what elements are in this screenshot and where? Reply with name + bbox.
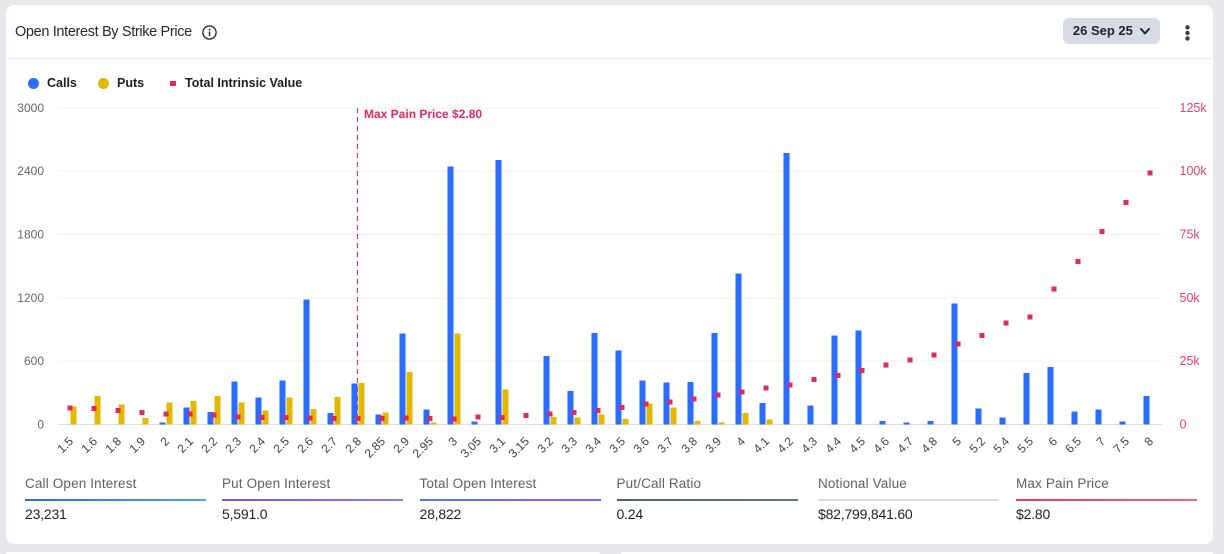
svg-text:3.7: 3.7 <box>654 434 676 456</box>
svg-text:4.3: 4.3 <box>798 434 820 456</box>
svg-text:4: 4 <box>733 434 748 449</box>
svg-text:3.9: 3.9 <box>702 434 724 456</box>
svg-text:2: 2 <box>157 434 172 449</box>
svg-text:4.2: 4.2 <box>774 434 796 456</box>
svg-text:2.3: 2.3 <box>222 434 244 456</box>
svg-text:3.8: 3.8 <box>678 434 700 456</box>
svg-text:4.8: 4.8 <box>918 434 940 456</box>
svg-text:0: 0 <box>1180 418 1187 432</box>
svg-text:125k: 125k <box>1180 101 1208 115</box>
svg-text:3: 3 <box>445 434 460 449</box>
svg-text:3.6: 3.6 <box>630 434 652 456</box>
svg-text:1200: 1200 <box>17 291 44 305</box>
svg-text:3.05: 3.05 <box>458 434 485 461</box>
svg-text:6: 6 <box>1045 434 1060 449</box>
svg-text:2.5: 2.5 <box>270 434 292 456</box>
svg-text:5.4: 5.4 <box>990 434 1012 456</box>
svg-text:2.9: 2.9 <box>390 434 412 456</box>
svg-text:1800: 1800 <box>17 228 44 242</box>
svg-text:7.5: 7.5 <box>1110 434 1132 456</box>
svg-text:4.5: 4.5 <box>846 434 868 456</box>
svg-text:2.6: 2.6 <box>294 434 316 456</box>
svg-text:6.5: 6.5 <box>1062 434 1084 456</box>
svg-text:25k: 25k <box>1180 354 1201 368</box>
svg-text:2.8: 2.8 <box>342 434 364 456</box>
svg-text:5: 5 <box>949 434 964 449</box>
svg-text:1.5: 1.5 <box>54 434 76 456</box>
svg-text:4.4: 4.4 <box>822 434 844 456</box>
svg-text:3.3: 3.3 <box>558 434 580 456</box>
svg-text:7: 7 <box>1093 434 1108 449</box>
svg-text:2.85: 2.85 <box>362 434 389 461</box>
svg-text:2400: 2400 <box>17 164 44 178</box>
svg-text:1.8: 1.8 <box>102 434 124 456</box>
svg-text:50k: 50k <box>1180 291 1201 305</box>
svg-text:2.2: 2.2 <box>198 434 220 456</box>
svg-text:1.6: 1.6 <box>78 434 100 456</box>
svg-text:3.15: 3.15 <box>506 434 533 461</box>
svg-text:75k: 75k <box>1180 228 1201 242</box>
svg-text:3.1: 3.1 <box>486 434 508 456</box>
svg-text:2.1: 2.1 <box>174 434 196 456</box>
svg-text:2.4: 2.4 <box>246 434 268 456</box>
svg-text:4.1: 4.1 <box>750 434 772 456</box>
svg-text:5.2: 5.2 <box>966 434 988 456</box>
svg-text:4.7: 4.7 <box>894 434 916 456</box>
svg-text:1.9: 1.9 <box>126 434 148 456</box>
svg-text:3.2: 3.2 <box>534 434 556 456</box>
svg-text:100k: 100k <box>1180 164 1208 178</box>
svg-text:5.5: 5.5 <box>1014 434 1036 456</box>
svg-text:0: 0 <box>37 418 44 432</box>
svg-text:Max Pain Price $2.80: Max Pain Price $2.80 <box>364 107 482 121</box>
svg-text:2.7: 2.7 <box>318 434 340 456</box>
svg-text:4.6: 4.6 <box>870 434 892 456</box>
svg-text:600: 600 <box>24 354 44 368</box>
svg-text:8: 8 <box>1141 434 1156 449</box>
svg-text:3.4: 3.4 <box>582 434 604 456</box>
svg-text:3.5: 3.5 <box>606 434 628 456</box>
svg-text:2.95: 2.95 <box>410 434 437 461</box>
svg-text:3000: 3000 <box>17 101 44 115</box>
